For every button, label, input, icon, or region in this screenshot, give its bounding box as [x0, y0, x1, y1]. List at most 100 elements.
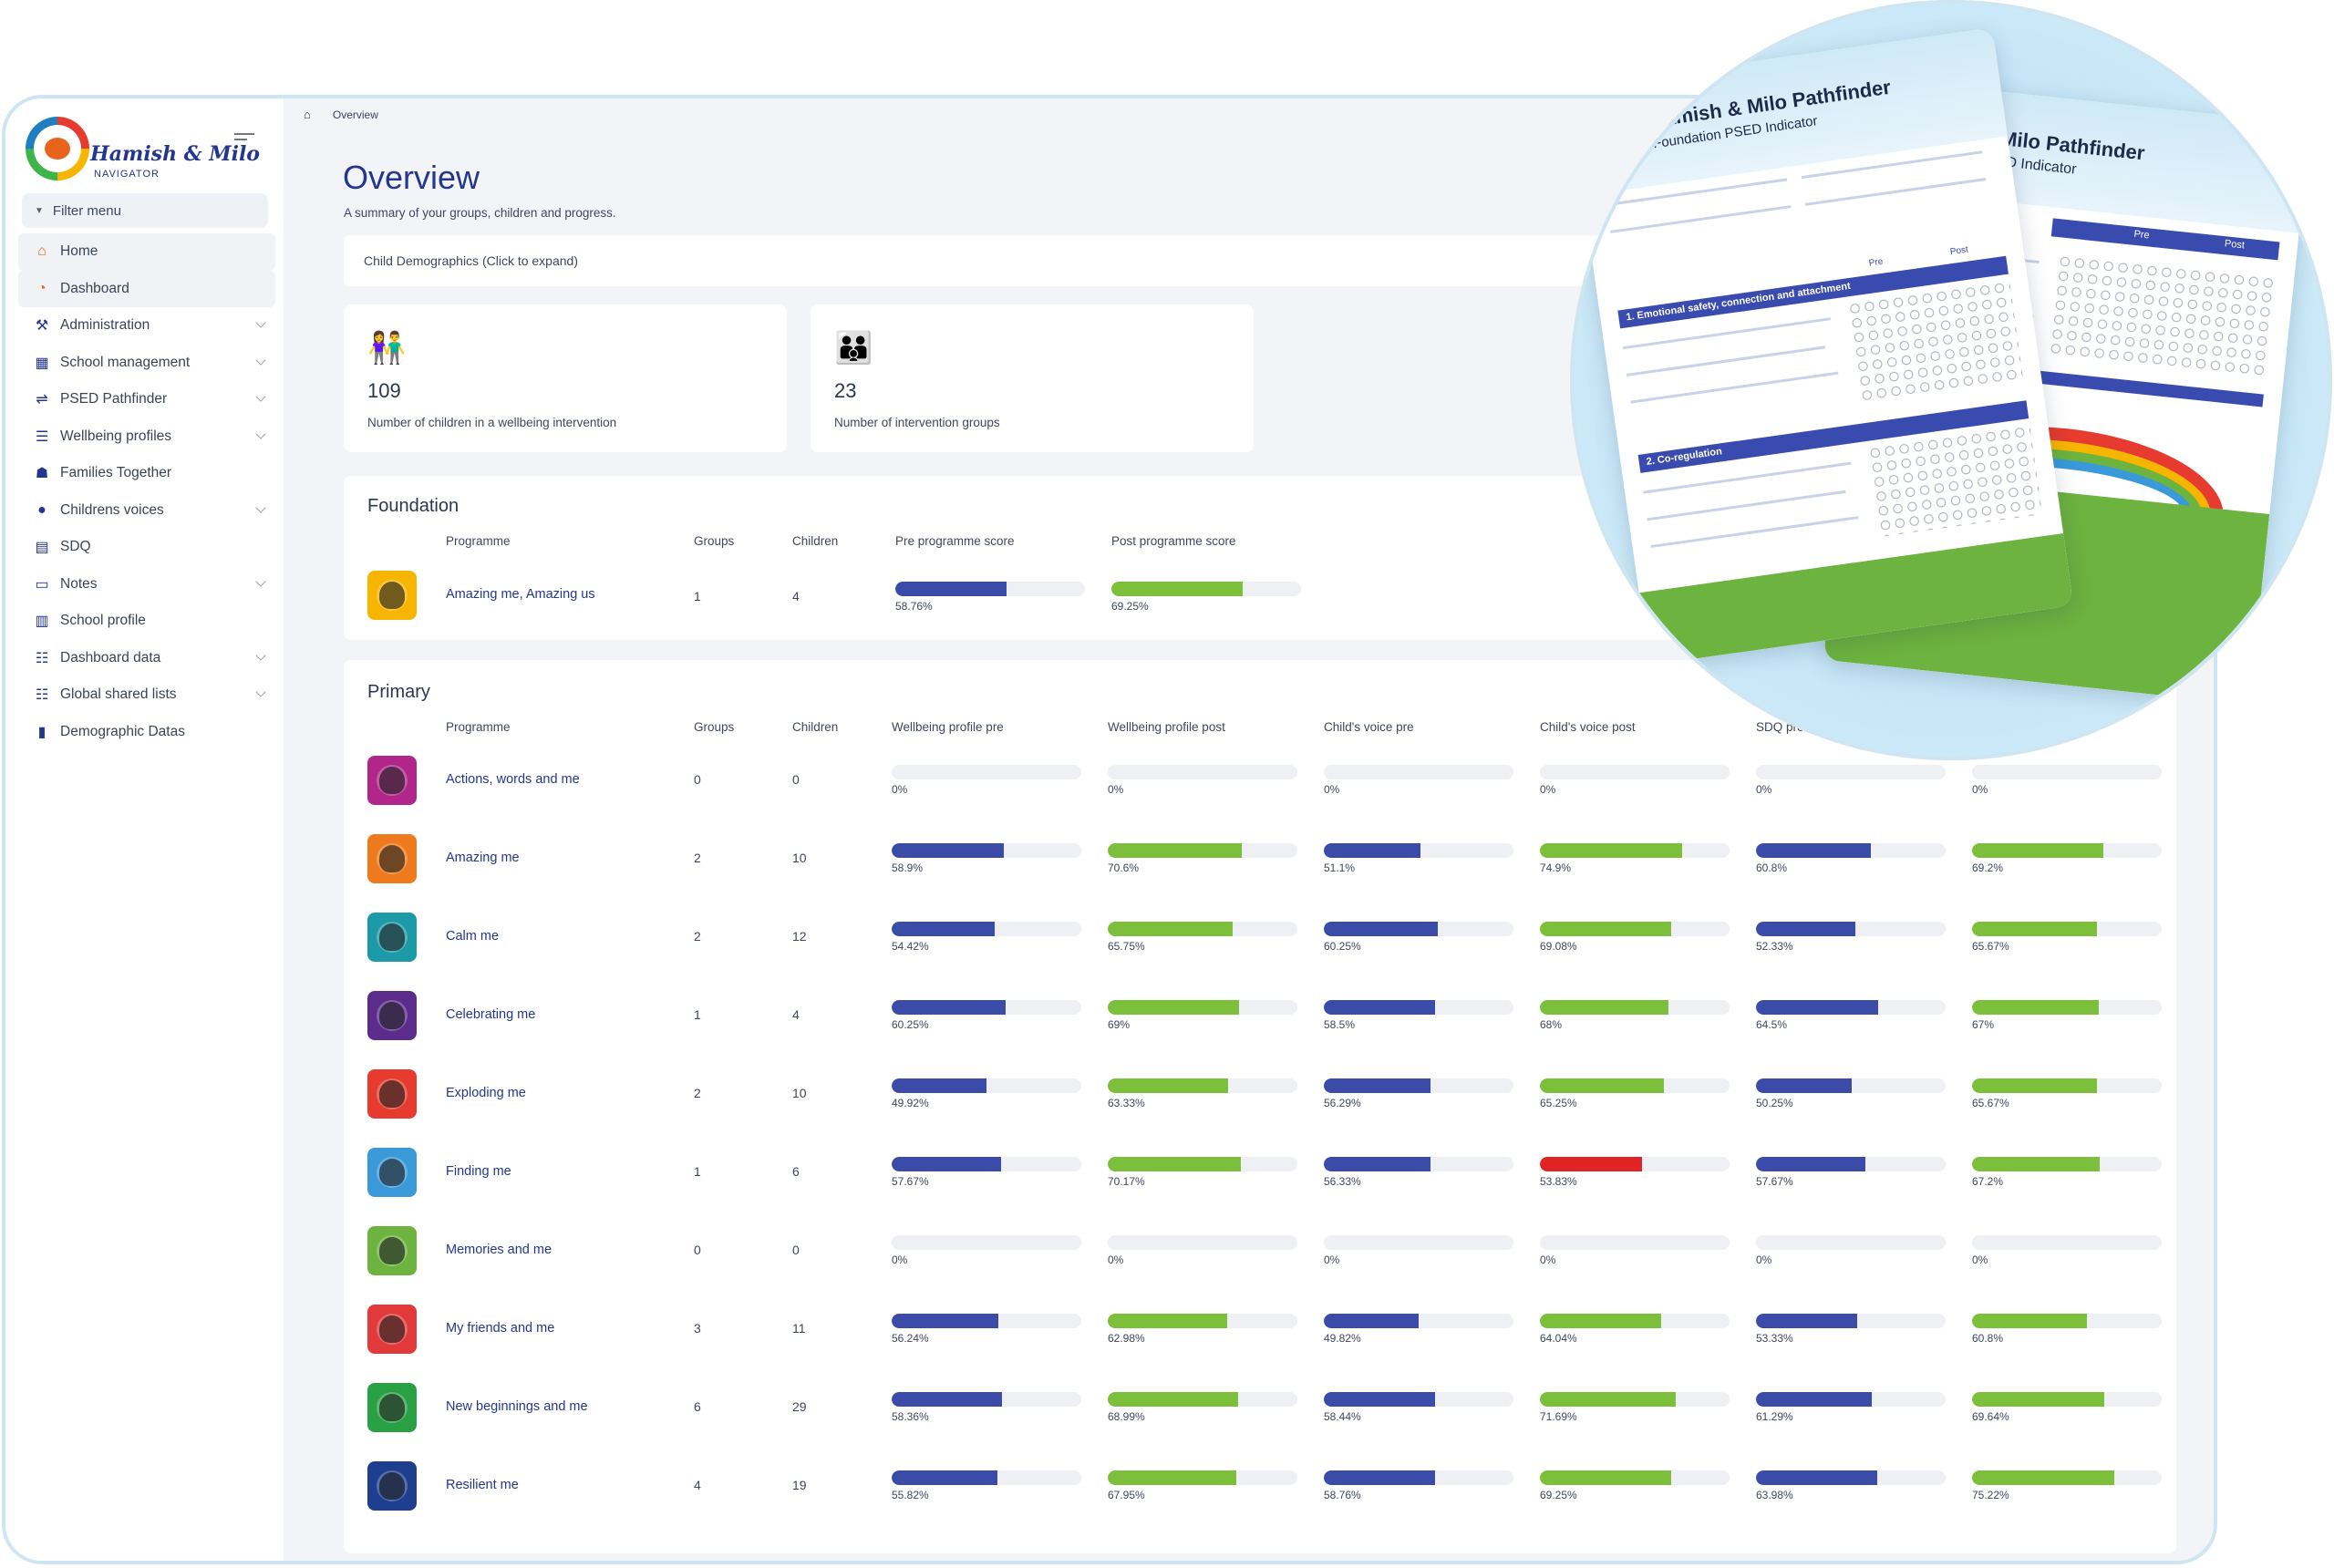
children-count: 12 [792, 929, 807, 944]
note-icon: ▭ [35, 576, 49, 593]
chevron-down-icon [255, 354, 266, 366]
groups-count: 2 [694, 1086, 701, 1100]
column-header: Groups [694, 720, 735, 734]
score-bar [1324, 843, 1513, 858]
sidebar-item-demographic-datas[interactable]: ▮ Demographic Datas [18, 714, 275, 751]
sidebar-item-label: Notes [60, 575, 98, 592]
filter-menu[interactable]: ▼ Filter menu [22, 193, 268, 228]
score-bar-fill [892, 1314, 998, 1328]
page-title: Overview [343, 159, 480, 196]
score-bar-fill [1108, 1078, 1228, 1093]
programme-link[interactable]: Amazing me [446, 851, 520, 865]
column-header: Pre programme score [895, 534, 1015, 548]
score-bar [1324, 1157, 1513, 1171]
sidebar-item-home[interactable]: ⌂ Home [18, 233, 275, 271]
programme-link[interactable]: New beginnings and me [446, 1399, 588, 1414]
score-bar [1108, 1470, 1297, 1485]
score-bar [895, 582, 1085, 596]
sidebar-item-families-together[interactable]: ☗ Families Together [18, 455, 275, 492]
score-bar-fill [1756, 1392, 1873, 1407]
score-value: 58.5% [1324, 1018, 1356, 1031]
score-bar-fill [892, 1000, 1007, 1015]
programme-link[interactable]: Memories and me [446, 1243, 553, 1257]
sidebar-item-school-management[interactable]: ▦ School management [18, 345, 275, 382]
wrench-icon: ⚒ [35, 318, 49, 335]
document-icon: ▮ [37, 724, 46, 740]
mascot-icon [379, 1159, 405, 1186]
chevron-down-icon [255, 649, 266, 661]
dashboard-icon: ◔ [37, 280, 46, 296]
score-bar-fill [892, 1470, 998, 1485]
chevron-down-icon [255, 391, 266, 402]
score-bar-fill [1972, 1314, 2088, 1328]
score-value: 60.25% [1324, 940, 1361, 953]
sidebar-item-label: Demographic Datas [60, 723, 185, 739]
score-value: 58.76% [1324, 1489, 1361, 1501]
family-icon: ☗ [35, 466, 49, 482]
programme-link[interactable]: Calm me [446, 929, 500, 944]
sidebar-item-administration[interactable]: ⚒ Administration [18, 307, 275, 345]
score-bar [1540, 1314, 1730, 1328]
home-icon[interactable]: ⌂ [304, 108, 311, 121]
score-value: 69.64% [1972, 1410, 2009, 1423]
score-value: 50.25% [1756, 1097, 1793, 1109]
mascot-icon [379, 1002, 405, 1029]
score-bar [892, 1470, 1081, 1485]
sidebar-item-dashboard[interactable]: ◔ Dashboard [18, 270, 275, 307]
score-bar [1108, 1078, 1297, 1093]
score-bar-fill [1972, 1157, 2100, 1171]
collapse-menu-icon[interactable] [234, 133, 254, 146]
stat-card-groups: 👪 23 Number of intervention groups [811, 304, 1254, 452]
panel-title: Primary [367, 682, 430, 702]
programme-icon [367, 913, 417, 962]
sidebar-item-dashboard-data[interactable]: ☷ Dashboard data [18, 640, 275, 677]
programme-link[interactable]: Celebrating me [446, 1007, 536, 1022]
programme-link[interactable]: Resilient me [446, 1478, 519, 1492]
sidebar-item-notes[interactable]: ▭ Notes [18, 566, 275, 603]
programme-link[interactable]: Amazing me, Amazing us [446, 587, 595, 602]
sidebar-item-sdq[interactable]: ▤ SDQ [18, 529, 275, 566]
score-bar-fill [892, 843, 1004, 858]
children-count: 0 [792, 1243, 800, 1257]
programme-link[interactable]: Exploding me [446, 1086, 526, 1100]
score-bar-fill [1324, 843, 1421, 858]
logo[interactable] [26, 117, 89, 181]
score-bar-fill [1108, 922, 1233, 936]
chevron-down-icon [255, 501, 266, 513]
groups-count: 1 [694, 1164, 701, 1179]
programme-link[interactable]: My friends and me [446, 1321, 555, 1336]
score-value: 62.98% [1108, 1332, 1145, 1345]
column-header: Wellbeing profile pre [892, 720, 1004, 734]
groups-count: 0 [694, 772, 701, 787]
score-value: 69.08% [1540, 940, 1577, 953]
sidebar-item-psed-pathfinder[interactable]: ⇌ PSED Pathfinder [18, 381, 275, 418]
chevron-down-icon [255, 317, 266, 328]
column-header: Programme [446, 720, 511, 734]
building-icon: ▥ [35, 614, 49, 630]
score-value: 0% [1972, 1253, 1988, 1266]
score-value: 54.42% [892, 940, 929, 953]
sidebar-item-label: Dashboard data [60, 649, 161, 665]
score-bar-fill [1108, 1314, 1227, 1328]
score-bar [1324, 1392, 1513, 1407]
children-count: 29 [792, 1399, 807, 1414]
programme-link[interactable]: Actions, words and me [446, 772, 580, 787]
score-bar [1324, 1314, 1513, 1328]
score-bar [1756, 765, 1946, 779]
score-bar [892, 1235, 1081, 1250]
score-bar [1540, 1235, 1730, 1250]
stat-card-children: 👫 109 Number of children in a wellbeing … [344, 304, 787, 452]
score-bar-fill [1540, 922, 1671, 936]
score-value: 0% [1540, 1253, 1556, 1266]
sidebar-item-school-profile[interactable]: ▥ School profile [18, 603, 275, 640]
programme-link[interactable]: Finding me [446, 1164, 511, 1179]
column-header: Programme [446, 534, 511, 548]
sidebar-item-global-shared-lists[interactable]: ☷ Global shared lists [18, 676, 275, 714]
score-bar [1540, 1000, 1730, 1015]
sidebar-item-childrens-voices[interactable]: ● Childrens voices [18, 492, 275, 530]
score-bar [1108, 765, 1297, 779]
score-bar-fill [1324, 922, 1439, 936]
score-value: 0% [1756, 1253, 1772, 1266]
main-content: ⌂ Overview Overview A summary of your gr… [284, 98, 2214, 1561]
sidebar-item-wellbeing-profiles[interactable]: ☰ Wellbeing profiles [18, 418, 275, 456]
